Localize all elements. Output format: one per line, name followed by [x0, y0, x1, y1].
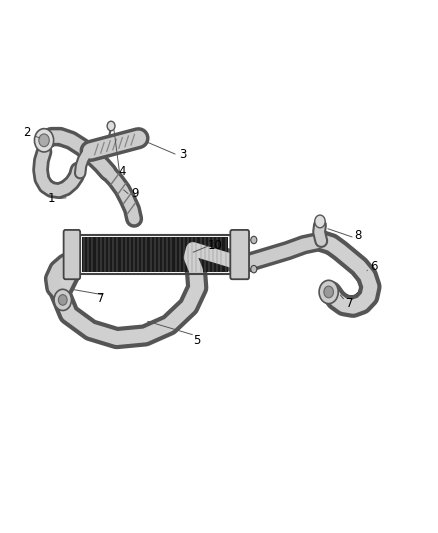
- Circle shape: [324, 286, 333, 298]
- Text: 9: 9: [132, 188, 139, 200]
- Circle shape: [251, 236, 257, 244]
- Text: 7: 7: [346, 297, 353, 310]
- Text: 8: 8: [355, 229, 362, 242]
- Text: 6: 6: [370, 260, 378, 273]
- Circle shape: [319, 280, 338, 304]
- Text: 3: 3: [180, 148, 187, 160]
- Circle shape: [39, 134, 49, 147]
- Text: 7: 7: [97, 292, 104, 305]
- FancyBboxPatch shape: [230, 230, 249, 279]
- Text: 10: 10: [208, 239, 223, 252]
- Text: 5: 5: [194, 334, 201, 347]
- Circle shape: [107, 121, 115, 131]
- Circle shape: [58, 295, 67, 305]
- Bar: [78, 235, 232, 274]
- Circle shape: [54, 289, 71, 311]
- Circle shape: [35, 128, 53, 152]
- Bar: [82, 237, 228, 272]
- Circle shape: [251, 265, 257, 273]
- Text: 2: 2: [23, 126, 30, 140]
- Circle shape: [315, 215, 325, 228]
- Text: 4: 4: [119, 165, 126, 177]
- Text: 1: 1: [48, 192, 55, 205]
- FancyBboxPatch shape: [64, 230, 80, 279]
